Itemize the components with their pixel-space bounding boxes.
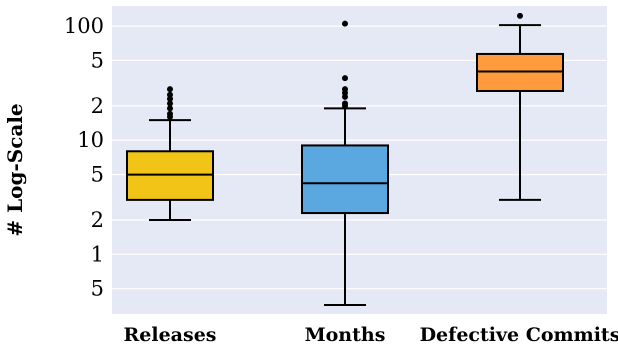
x-axis-categories: Releases Months Defective Commits bbox=[124, 324, 618, 346]
y-axis-label: # Log-Scale bbox=[3, 103, 27, 236]
outlier-point bbox=[517, 12, 523, 19]
outlier-point bbox=[167, 105, 173, 112]
y-tick-label: 10 bbox=[77, 128, 104, 152]
y-tick-label: 5 bbox=[91, 277, 104, 301]
y-tick-label: 5 bbox=[91, 163, 104, 187]
y-tick-label: 5 bbox=[91, 48, 104, 72]
y-tick-label: 2 bbox=[91, 94, 104, 118]
y-tick-label: 2 bbox=[91, 208, 104, 232]
outlier-point bbox=[167, 100, 173, 107]
outlier-point bbox=[167, 95, 173, 102]
iqr-box bbox=[126, 150, 214, 201]
iqr-box bbox=[301, 144, 389, 215]
outlier-point bbox=[342, 75, 348, 82]
y-axis-ticks: 100 5 2 10 5 2 1 5 bbox=[64, 14, 104, 301]
box-releases bbox=[126, 86, 214, 221]
outlier-point bbox=[167, 86, 173, 93]
y-tick-label: 100 bbox=[64, 14, 104, 38]
box-months bbox=[301, 20, 389, 306]
box-defective-commits bbox=[476, 12, 564, 201]
grid-lines bbox=[112, 25, 607, 290]
outlier-point bbox=[167, 91, 173, 98]
x-category-label: Months bbox=[305, 324, 386, 346]
outlier-point bbox=[342, 86, 348, 93]
outlier-point bbox=[342, 20, 348, 27]
outlier-point bbox=[167, 110, 173, 117]
outlier-point bbox=[342, 100, 348, 107]
x-category-label: Releases bbox=[124, 324, 217, 346]
x-category-label: Defective Commits bbox=[420, 324, 618, 346]
y-tick-label: 1 bbox=[91, 242, 104, 266]
boxes bbox=[126, 12, 564, 306]
